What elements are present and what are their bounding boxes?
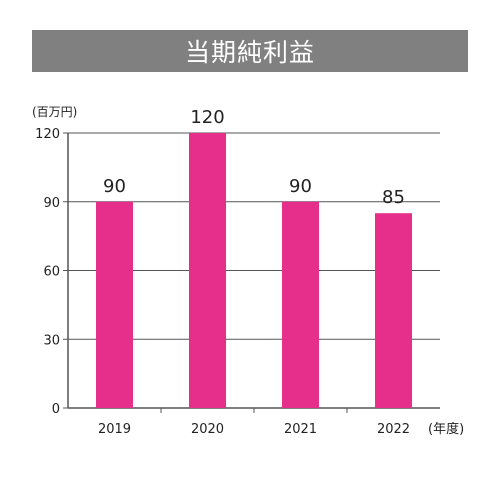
bar-value-label: 120 xyxy=(190,107,224,128)
bar xyxy=(282,201,319,408)
x-axis-unit-label: (年度) xyxy=(428,421,464,437)
y-tick-label: 0 xyxy=(52,402,60,417)
bar-value-label: 85 xyxy=(382,187,405,208)
x-tick-label: 2019 xyxy=(98,422,131,437)
x-tick-label: 2021 xyxy=(284,422,317,437)
bar-value-label: 90 xyxy=(103,176,126,197)
chart-title: 当期純利益 xyxy=(32,30,468,72)
bar xyxy=(96,201,133,408)
y-tick-label: 30 xyxy=(43,333,60,348)
bar xyxy=(375,213,412,408)
y-axis-unit-label: (百万円) xyxy=(32,105,77,119)
bar xyxy=(189,133,226,408)
y-tick-label: 120 xyxy=(35,127,60,142)
y-tick-label: 90 xyxy=(43,196,60,211)
bar-value-label: 90 xyxy=(289,176,312,197)
x-tick-label: 2020 xyxy=(191,422,224,437)
x-tick-label: 2022 xyxy=(377,422,410,437)
y-tick-label: 60 xyxy=(43,265,60,280)
